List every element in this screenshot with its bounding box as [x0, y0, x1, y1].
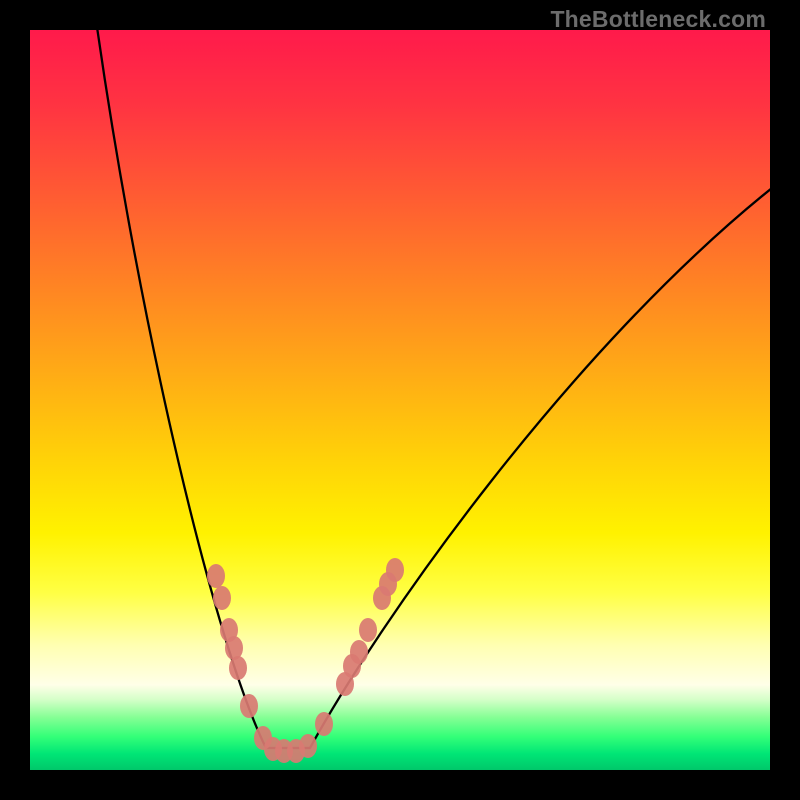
- watermark-text: TheBottleneck.com: [550, 6, 766, 33]
- data-marker: [207, 564, 225, 588]
- bottleneck-curve: [30, 30, 770, 770]
- data-marker: [229, 656, 247, 680]
- chart-frame: TheBottleneck.com: [0, 0, 800, 800]
- plot-area: [30, 30, 770, 770]
- data-marker: [315, 712, 333, 736]
- data-marker: [240, 694, 258, 718]
- data-marker: [386, 558, 404, 582]
- data-markers: [207, 558, 404, 763]
- data-marker: [359, 618, 377, 642]
- data-marker: [350, 640, 368, 664]
- data-marker: [299, 734, 317, 758]
- data-marker: [213, 586, 231, 610]
